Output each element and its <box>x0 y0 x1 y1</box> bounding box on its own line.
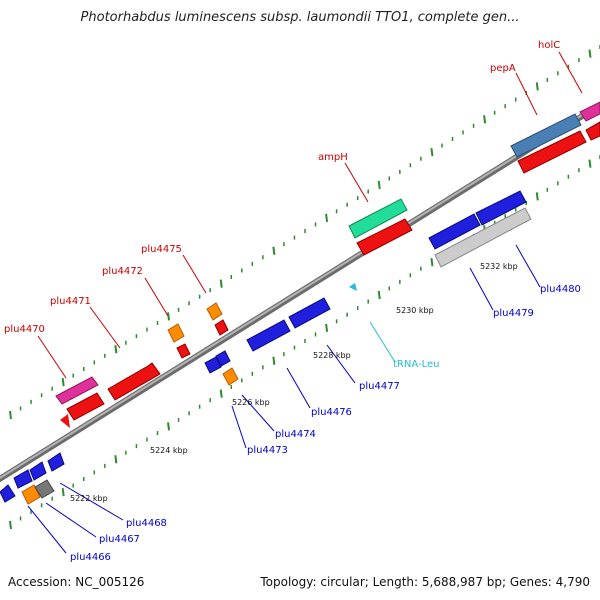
label-plu4470: plu4470 <box>4 324 45 335</box>
tick-mark <box>61 488 65 497</box>
tick-mark <box>167 422 171 431</box>
label-plu4467: plu4467 <box>99 534 140 545</box>
scale-label-5232: 5232 kbp <box>480 262 518 271</box>
tick-mark <box>430 258 434 267</box>
feature-labels: plu4470 plu4471 plu4472 plu4475 ampH pep… <box>4 40 581 563</box>
tick-mark <box>588 159 592 168</box>
feature-red-arrow-3[interactable] <box>517 130 587 174</box>
label-pepA: pepA <box>490 63 516 74</box>
callout-lines <box>27 51 583 554</box>
tick-mark <box>219 279 223 288</box>
feature-red-arrow-2[interactable] <box>356 218 413 256</box>
label-plu4480: plu4480 <box>540 284 581 295</box>
scale-label-5222: 5222 kbp <box>70 494 108 503</box>
scale-label-5224: 5224 kbp <box>150 446 188 455</box>
tick-mark <box>588 49 592 58</box>
tick-mark <box>219 389 223 398</box>
feature-plu4479[interactable] <box>428 190 527 250</box>
feature-plu4473[interactable] <box>204 350 231 374</box>
scale-labels: 5222 kbp 5224 kbp 5226 kbp 5228 kbp 5230… <box>70 262 518 503</box>
feature-plu4471[interactable] <box>60 392 105 428</box>
accession-text: Accession: NC_005126 <box>8 575 145 589</box>
tick-mark <box>377 290 381 300</box>
feature-pepA[interactable] <box>510 113 582 158</box>
feature-red-arrow-4[interactable] <box>585 121 600 141</box>
feature-red-arrow-1[interactable] <box>107 362 161 401</box>
tick-mark <box>430 148 434 157</box>
tick-mark <box>61 378 65 387</box>
feature-plu4476[interactable] <box>246 319 291 352</box>
tick-mark <box>9 410 12 420</box>
scale-label-5230: 5230 kbp <box>396 306 434 315</box>
label-plu4475: plu4475 <box>141 244 182 255</box>
tick-mark <box>483 115 487 124</box>
tick-mark <box>272 246 276 255</box>
scale-label-5226: 5226 kbp <box>232 398 270 407</box>
label-plu4471: plu4471 <box>50 296 91 307</box>
genome-summary: Topology: circular; Length: 5,688,987 bp… <box>260 575 590 589</box>
tick-mark <box>377 180 381 190</box>
feature-plu4467[interactable] <box>34 479 55 499</box>
map-title: Photorhabdus luminescens subsp. laumondi… <box>80 10 520 25</box>
forward-features <box>55 101 600 428</box>
tick-mark <box>9 520 12 530</box>
scale-label-5228: 5228 kbp <box>313 351 351 360</box>
feature-ampH[interactable] <box>348 198 408 239</box>
feature-holC[interactable] <box>579 101 600 122</box>
label-plu4473: plu4473 <box>247 445 288 456</box>
label-plu4477: plu4477 <box>359 381 400 392</box>
reverse-features <box>0 190 532 505</box>
tick-mark <box>114 345 118 354</box>
label-holC: holC <box>538 40 560 51</box>
label-plu4479: plu4479 <box>493 308 534 319</box>
feature-plu4470[interactable] <box>55 376 99 405</box>
label-tRNA-Leu: tRNA-Leu <box>393 359 439 370</box>
feature-plu4474[interactable] <box>222 367 239 386</box>
label-plu4474: plu4474 <box>275 429 316 440</box>
label-plu4472: plu4472 <box>102 266 143 277</box>
feature-tRNA-Leu[interactable] <box>349 283 357 291</box>
tick-mark <box>167 312 171 321</box>
tick-mark <box>325 323 329 332</box>
tick-mark <box>325 213 329 222</box>
feature-plu4480[interactable] <box>434 207 532 268</box>
tick-mark <box>114 455 118 464</box>
tick-mark <box>535 192 539 201</box>
feature-plu4472[interactable] <box>167 323 191 359</box>
backbone <box>0 102 600 483</box>
feature-plu4477[interactable] <box>288 297 331 329</box>
feature-plu4475[interactable] <box>206 302 229 336</box>
feature-plu4466[interactable] <box>21 484 41 505</box>
tick-mark <box>272 356 276 365</box>
tick-mark <box>535 82 539 91</box>
label-plu4466: plu4466 <box>70 552 111 563</box>
feature-plu4468[interactable] <box>0 452 65 503</box>
label-plu4468: plu4468 <box>126 518 167 529</box>
label-plu4476: plu4476 <box>311 407 352 418</box>
label-ampH: ampH <box>318 152 348 163</box>
